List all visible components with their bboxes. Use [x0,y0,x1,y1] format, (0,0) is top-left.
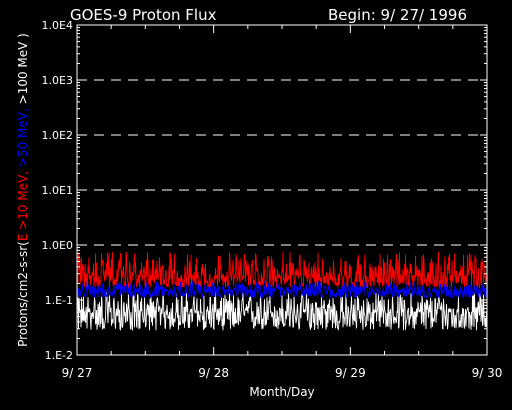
y-tick-label: 1.0E3 [42,74,73,87]
x-tick-label: 9/ 28 [198,366,229,380]
x-tick-label: 9/ 29 [335,366,366,380]
x-axis-label: Month/Day [249,385,314,399]
y-axis-label-10mev: E >10 MeV, [16,167,30,241]
y-tick-label: 1.E-1 [45,294,73,307]
plot-frame [76,24,488,356]
y-tick-label: 1.E-2 [45,349,73,362]
x-tick-label: 9/ 27 [62,366,93,380]
y-axis-label: Protons/cm2-s-sr(E >10 MeV, >50 MeV, >10… [16,33,30,347]
y-tick-label: 1.0E4 [42,19,73,32]
chart-title: GOES-9 Proton Flux [70,6,217,24]
y-axis-label-50mev: >50 MeV, [16,104,30,167]
y-tick-label: 1.0E1 [42,184,73,197]
y-tick-label: 1.0E2 [42,129,73,142]
x-tick-label: 9/ 30 [472,366,503,380]
gridlines [77,79,487,246]
begin-date-label: Begin: 9/ 27/ 1996 [328,6,467,24]
series-100MeVmev-line [76,291,488,332]
y-axis-label-100mev: >100 MeV ) [16,33,30,104]
series-layer [76,251,488,332]
x-axis: 9/ 27 9/ 28 9/ 29 9/ 30 [62,25,503,380]
y-axis: 1.E-2 1.E-1 1.0E0 1.0E1 1.0E2 1.0E3 1.0E4 [42,19,487,362]
series-10MeVmev-line [76,251,488,289]
y-tick-label: 1.0E0 [42,239,73,252]
y-axis-label-prefix: Protons/cm2-s-sr( [16,241,30,347]
series-50MeVmev-line [76,280,488,300]
